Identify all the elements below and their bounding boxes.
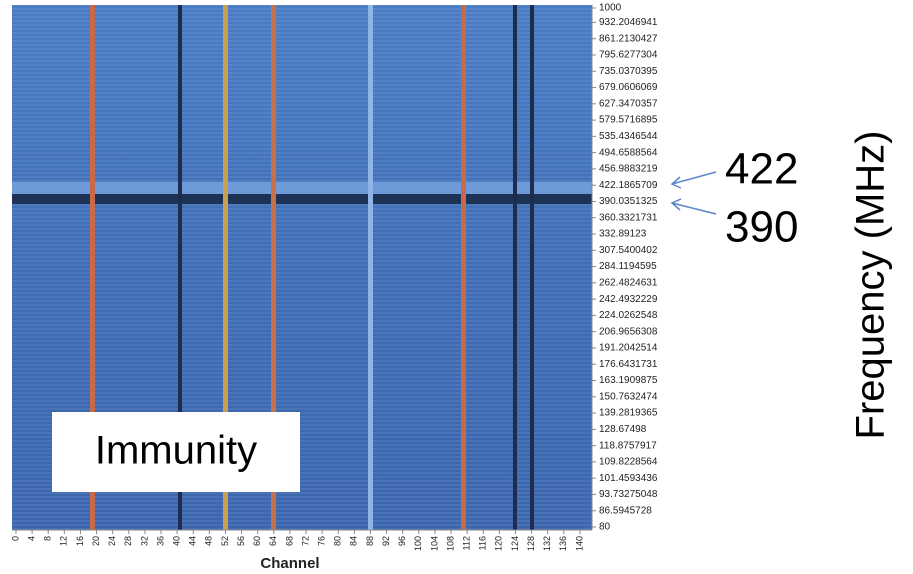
y-tick-label: 535.4346544: [599, 131, 658, 142]
y-tick-label: 176.6431731: [599, 359, 658, 370]
x-tick-label: 136: [558, 536, 568, 551]
x-tick-label: 140: [574, 536, 584, 551]
y-tick-label: 224.0262548: [599, 310, 658, 321]
y-tick-label: 932.2046941: [599, 17, 658, 28]
y-tick-label: 118.8757917: [599, 440, 657, 451]
y-tick-label: 101.4593436: [599, 473, 658, 484]
x-tick-label: 32: [139, 536, 149, 546]
y-tick-label: 627.3470357: [599, 98, 658, 109]
y-tick-label: 139.2819365: [599, 408, 658, 419]
x-tick-label: 16: [75, 536, 85, 546]
y-tick-label: 795.6277304: [599, 50, 658, 61]
y-tick-label: 262.4824631: [599, 277, 658, 288]
x-tick-label: 20: [91, 536, 101, 546]
y-tick-label: 494.6588564: [599, 147, 658, 158]
x-tick-label: 108: [445, 536, 455, 551]
y-tick-label: 109.8228564: [599, 457, 658, 468]
x-tick-label: 0: [10, 536, 20, 541]
x-tick-label: 132: [542, 536, 552, 551]
x-tick-label: 104: [429, 536, 439, 551]
y-tick-label: 390.0351325: [599, 196, 658, 207]
y-tick-label: 679.0606069: [599, 82, 658, 93]
x-tick-label: 124: [510, 536, 520, 551]
arrows: [670, 171, 717, 215]
y-tick-label: 861.2130427: [599, 33, 658, 44]
x-tick-label: 4: [26, 536, 36, 541]
y-axis-label: Frequency (MHz): [849, 131, 893, 440]
y-tick-label: 735.0370395: [599, 66, 658, 77]
y-tick-label: 422.1865709: [599, 180, 658, 191]
annotation: 422: [725, 145, 798, 194]
x-tick-label: 56: [236, 536, 246, 546]
y-tick-label: 579.5716895: [599, 115, 658, 126]
x-tick-label: 128: [526, 536, 536, 551]
x-tick-label: 112: [462, 536, 472, 550]
y-tick-label: 80: [599, 522, 611, 533]
x-tick-label: 84: [349, 536, 359, 546]
x-tick-label: 44: [188, 536, 198, 546]
x-tick-label: 100: [413, 536, 423, 551]
x-tick-label: 12: [59, 536, 69, 546]
x-tick-label: 52: [220, 536, 230, 546]
x-tick-label: 76: [317, 536, 327, 546]
y-tick-label: 284.1194595: [599, 261, 657, 272]
annotation: Immunity: [95, 429, 257, 473]
x-tick-label: 68: [284, 536, 294, 546]
y-tick-label: 150.7632474: [599, 391, 658, 402]
x-tick-label: 92: [381, 536, 391, 546]
x-tick-label: 88: [365, 536, 375, 546]
y-tick-label: 86.5945728: [599, 505, 652, 516]
y-tick-label: 307.5400402: [599, 245, 658, 256]
y-tick-label: 191.2042514: [599, 343, 658, 354]
y-tick-label: 93.73275048: [599, 489, 658, 500]
y-tick-label: 206.9656308: [599, 326, 658, 337]
x-tick-label: 48: [204, 536, 214, 546]
x-tick-label: 80: [333, 536, 343, 546]
y-tick-label: 242.4932229: [599, 294, 658, 305]
y-tick-label: 332.89123: [599, 229, 647, 240]
x-tick-label: 64: [268, 536, 278, 546]
annotation: 390: [725, 203, 798, 252]
x-tick-label: 8: [43, 536, 53, 541]
y-tick-label: 360.3321731: [599, 212, 658, 223]
x-tick-label: 96: [397, 536, 407, 546]
annotation-box: [52, 412, 300, 492]
x-tick-label: 36: [155, 536, 165, 546]
x-tick-label: 72: [300, 536, 310, 546]
x-tick-label: 60: [252, 536, 262, 546]
y-tick-label: 128.67498: [599, 424, 647, 435]
x-tick-label: 40: [171, 536, 181, 546]
x-tick-label: 116: [478, 536, 488, 550]
y-tick-label: 456.9883219: [599, 164, 658, 175]
y-tick-label: 1000: [599, 3, 622, 14]
x-tick-label: 24: [107, 536, 117, 546]
y-tick-label: 163.1909875: [599, 375, 658, 386]
x-tick-label: 28: [123, 536, 133, 546]
x-axis-label: Channel: [260, 555, 319, 572]
x-tick-label: 120: [494, 536, 504, 551]
